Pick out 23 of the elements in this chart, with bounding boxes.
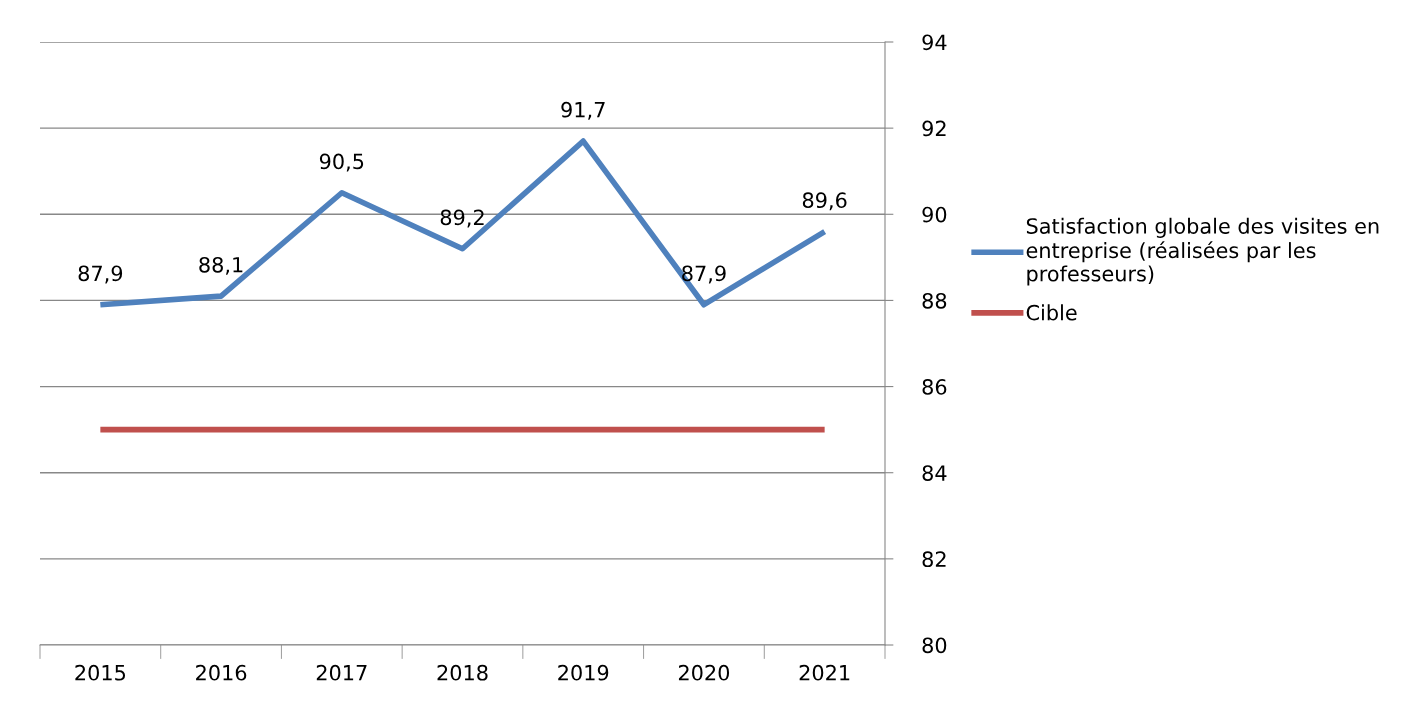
y-tick-label: 90 — [922, 206, 947, 223]
legend-label: Cible — [1026, 304, 1077, 321]
y-tick-label: 82 — [922, 551, 946, 568]
x-tick-label: 2018 — [437, 664, 488, 681]
x-tick-label: 2017 — [316, 664, 367, 681]
y-tick-label: 92 — [922, 120, 946, 137]
data-label: 87,9 — [78, 265, 123, 284]
data-label: 90,5 — [319, 153, 364, 172]
data-label: 89,2 — [440, 209, 484, 228]
x-tick-label: 2021 — [799, 664, 850, 681]
y-tick-label: 94 — [922, 34, 947, 51]
x-tick-label: 2015 — [75, 664, 126, 681]
y-tick-label: 84 — [922, 465, 947, 481]
x-tick-label: 2020 — [678, 664, 730, 681]
y-tick-label: 86 — [922, 379, 947, 395]
y-tick-label: 80 — [922, 637, 947, 654]
data-label: 88,1 — [199, 256, 243, 275]
legend-label: Satisfaction globale des visites en entreprise (réalisées par les professeurs) — [1026, 217, 1379, 286]
y-tick-label: 88 — [922, 292, 947, 309]
x-tick-label: 2019 — [558, 664, 609, 681]
data-label: 91,7 — [561, 101, 605, 120]
data-label: 89,6 — [802, 192, 847, 211]
x-tick-label: 2016 — [196, 664, 247, 681]
